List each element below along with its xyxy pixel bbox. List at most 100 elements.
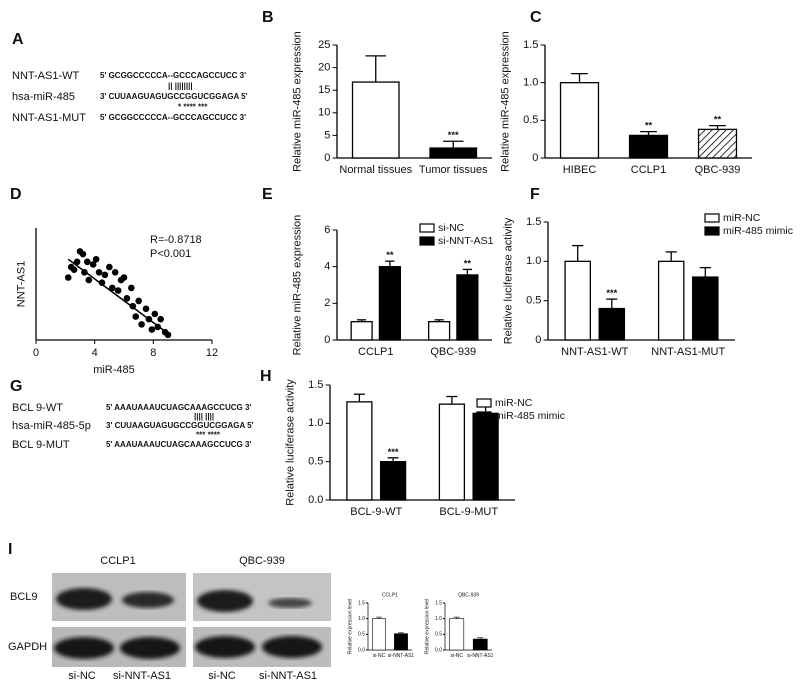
y-tick-label: 0.5 bbox=[526, 295, 541, 307]
y-tick-label: 1.5 bbox=[526, 216, 541, 228]
y-tick-label: 0.5 bbox=[523, 114, 538, 126]
bar bbox=[598, 307, 626, 341]
sequence: 5' AAAUAAAUCUAGCAAAGCCUCG 3' bbox=[106, 403, 251, 412]
x-tick-label: 0 bbox=[33, 347, 39, 359]
legend-label: miR-NC bbox=[495, 397, 533, 409]
bar bbox=[394, 633, 408, 651]
panel-letter: C bbox=[530, 9, 542, 26]
y-tick-label: 0.0 bbox=[358, 647, 365, 653]
sequence: 3' CUUAAGUAGUGCCGGUCGGAGA 5' bbox=[100, 92, 248, 101]
bar bbox=[351, 81, 400, 159]
point bbox=[64, 274, 72, 281]
annotation: R=-0.8718 bbox=[150, 234, 202, 246]
y-axis-label: NNT-AS1 bbox=[16, 261, 28, 307]
legend-label: si-NNT-AS1 bbox=[438, 235, 494, 247]
x-tick-label: CCLP1 bbox=[358, 346, 393, 358]
y-tick-label: 25 bbox=[318, 39, 330, 51]
bar bbox=[628, 134, 669, 159]
base-pairing: |||| |||| bbox=[194, 412, 214, 421]
legend-swatch bbox=[476, 411, 492, 421]
y-tick-label: 0 bbox=[324, 152, 330, 164]
point bbox=[101, 271, 109, 279]
y-tick-label: 20 bbox=[318, 62, 330, 74]
sequence-label: hsa-miR-485-5p bbox=[12, 420, 91, 432]
bar bbox=[350, 321, 373, 341]
x-tick-label: QBC-939 bbox=[430, 346, 476, 358]
sequence-label: BCL 9-WT bbox=[12, 402, 63, 414]
legend-swatch bbox=[476, 398, 492, 408]
bar bbox=[692, 276, 719, 341]
bar bbox=[657, 260, 685, 341]
bar bbox=[428, 321, 451, 341]
bar bbox=[449, 618, 465, 651]
y-tick-label: 1.0 bbox=[308, 417, 323, 429]
panel-letter: H bbox=[260, 368, 272, 385]
panel-letter: B bbox=[262, 9, 274, 26]
significance-label: ** bbox=[645, 121, 653, 131]
y-axis-label: Relative miR-485 expression bbox=[291, 31, 303, 172]
y-tick-label: 2 bbox=[324, 297, 330, 309]
y-axis-label: Relative luciferase activity bbox=[502, 217, 514, 344]
point bbox=[135, 297, 142, 305]
chart-title: QBC-939 bbox=[458, 592, 479, 598]
y-tick-label: 0.5 bbox=[308, 456, 323, 468]
y-tick-label: 1.5 bbox=[435, 600, 442, 606]
bar bbox=[456, 274, 479, 341]
y-tick-label: 1.0 bbox=[523, 77, 538, 89]
legend-label: miR-485 mimic bbox=[723, 225, 793, 237]
x-tick-label: Normal tissues bbox=[339, 164, 412, 176]
legend-label: miR-NC bbox=[723, 212, 761, 224]
y-tick-label: 1.0 bbox=[358, 616, 365, 622]
x-tick-label: si-NNT-AS1 bbox=[388, 653, 415, 659]
bar bbox=[372, 618, 386, 651]
legend-swatch bbox=[704, 213, 720, 223]
point bbox=[95, 268, 103, 276]
y-tick-label: 0.5 bbox=[435, 632, 442, 638]
sequence-label: hsa-miR-485 bbox=[12, 91, 75, 103]
protein-label: BCL9 bbox=[10, 591, 38, 603]
bar bbox=[472, 638, 488, 651]
panel-letter: A bbox=[12, 31, 24, 48]
panel-letter: F bbox=[530, 186, 540, 203]
bar bbox=[378, 266, 401, 341]
y-tick-label: 0.5 bbox=[358, 632, 365, 638]
sequence: 5' GCGGCCCCCA--GCCCAGCCUCC 3' bbox=[100, 113, 246, 122]
legend-swatch bbox=[419, 223, 435, 233]
x-tick-label: NNT-AS1-MUT bbox=[651, 346, 725, 358]
point bbox=[84, 258, 91, 266]
legend-swatch bbox=[419, 236, 435, 246]
y-axis-label: Relative miR-485 expression bbox=[499, 31, 511, 172]
x-tick-label: NNT-AS1-WT bbox=[561, 346, 629, 358]
significance-label: *** bbox=[388, 447, 399, 457]
sequence-label: NNT-AS1-MUT bbox=[12, 112, 86, 124]
point bbox=[98, 279, 106, 286]
y-tick-label: 0.0 bbox=[308, 494, 323, 506]
point bbox=[114, 287, 122, 294]
point bbox=[120, 274, 128, 281]
point bbox=[151, 310, 159, 318]
x-tick-label: si-NC bbox=[451, 653, 464, 659]
point bbox=[85, 276, 93, 284]
x-tick-label: 12 bbox=[206, 347, 218, 359]
point bbox=[148, 326, 156, 333]
x-tick-label: QBC-939 bbox=[695, 164, 741, 176]
y-axis-label: Relative miR-485 expression bbox=[291, 215, 303, 356]
bar bbox=[429, 147, 478, 159]
panel-letter: E bbox=[262, 186, 273, 203]
bar bbox=[559, 82, 600, 159]
bar bbox=[472, 412, 499, 501]
legend-swatch bbox=[704, 226, 720, 236]
point bbox=[92, 255, 100, 263]
bar bbox=[564, 260, 591, 341]
y-tick-label: 4 bbox=[324, 261, 330, 273]
cell-line-label: QBC-939 bbox=[239, 555, 285, 567]
y-tick-label: 6 bbox=[324, 224, 330, 236]
legend-label: si-NC bbox=[438, 222, 465, 234]
cell-line-label: CCLP1 bbox=[100, 555, 135, 567]
y-tick-label: 0 bbox=[535, 334, 541, 346]
mutation-marks: *** **** bbox=[196, 431, 221, 440]
legend-label: miR-485 mimic bbox=[495, 410, 565, 422]
lane-label: si-NC bbox=[208, 670, 236, 682]
y-axis-label: Relative luciferase activity bbox=[284, 379, 296, 506]
